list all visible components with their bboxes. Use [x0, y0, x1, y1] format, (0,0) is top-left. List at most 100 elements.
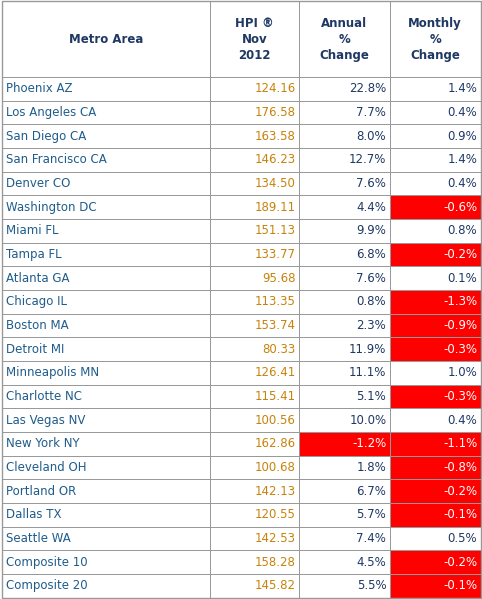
Text: 7.7%: 7.7% — [357, 106, 387, 119]
Bar — [2, 432, 211, 456]
Text: Chicago IL: Chicago IL — [6, 295, 67, 308]
Text: 153.74: 153.74 — [254, 319, 295, 332]
Text: Denver CO: Denver CO — [6, 177, 70, 190]
Text: New York NY: New York NY — [6, 437, 80, 450]
Bar — [390, 77, 481, 101]
Text: Charlotte NC: Charlotte NC — [6, 390, 82, 403]
Bar — [390, 432, 481, 456]
Text: Los Angeles CA: Los Angeles CA — [6, 106, 96, 119]
Bar — [2, 574, 211, 598]
Text: Annual
%
Change: Annual % Change — [320, 17, 369, 62]
Bar — [390, 574, 481, 598]
Text: 22.8%: 22.8% — [349, 82, 387, 95]
Text: 162.86: 162.86 — [254, 437, 295, 450]
Text: 11.1%: 11.1% — [349, 367, 387, 379]
Text: Phoenix AZ: Phoenix AZ — [6, 82, 72, 95]
Bar — [390, 243, 481, 267]
Text: 95.68: 95.68 — [262, 272, 295, 285]
Bar — [211, 574, 299, 598]
Bar — [299, 243, 390, 267]
Text: Tampa FL: Tampa FL — [6, 248, 61, 261]
Bar — [299, 172, 390, 195]
Text: -0.1%: -0.1% — [443, 579, 477, 592]
Bar — [211, 314, 299, 337]
Text: 146.23: 146.23 — [254, 153, 295, 167]
Bar — [211, 148, 299, 172]
Text: 5.7%: 5.7% — [357, 509, 387, 522]
Bar — [299, 385, 390, 409]
Bar — [390, 219, 481, 243]
Bar — [299, 290, 390, 314]
Bar — [390, 550, 481, 574]
Bar — [2, 195, 211, 219]
Bar — [211, 479, 299, 503]
Text: 0.4%: 0.4% — [447, 177, 477, 190]
Bar — [390, 527, 481, 550]
Text: 134.50: 134.50 — [254, 177, 295, 190]
Bar — [2, 409, 211, 432]
Text: -0.8%: -0.8% — [443, 461, 477, 474]
Text: Cleveland OH: Cleveland OH — [6, 461, 86, 474]
Bar — [390, 314, 481, 337]
Bar — [2, 314, 211, 337]
Bar — [299, 456, 390, 479]
Text: 0.4%: 0.4% — [447, 414, 477, 426]
Bar — [299, 409, 390, 432]
Bar — [2, 1, 211, 77]
Bar — [211, 195, 299, 219]
Bar — [2, 267, 211, 290]
Bar — [299, 527, 390, 550]
Text: Seattle WA: Seattle WA — [6, 532, 70, 545]
Bar — [2, 148, 211, 172]
Text: Dallas TX: Dallas TX — [6, 509, 61, 522]
Bar — [390, 337, 481, 361]
Bar — [211, 527, 299, 550]
Bar — [2, 219, 211, 243]
Text: 4.4%: 4.4% — [357, 201, 387, 214]
Text: 6.8%: 6.8% — [357, 248, 387, 261]
Text: 142.53: 142.53 — [254, 532, 295, 545]
Text: 0.9%: 0.9% — [447, 129, 477, 143]
Bar — [390, 290, 481, 314]
Text: -0.3%: -0.3% — [443, 343, 477, 356]
Bar — [390, 550, 481, 574]
Bar — [211, 432, 299, 456]
Text: 7.6%: 7.6% — [357, 177, 387, 190]
Text: 176.58: 176.58 — [254, 106, 295, 119]
Text: 0.8%: 0.8% — [448, 225, 477, 237]
Bar — [211, 361, 299, 385]
Bar — [390, 503, 481, 527]
Text: 1.0%: 1.0% — [447, 367, 477, 379]
Bar — [211, 243, 299, 267]
Bar — [390, 101, 481, 125]
Text: 115.41: 115.41 — [254, 390, 295, 403]
Bar — [211, 77, 299, 101]
Text: 1.4%: 1.4% — [447, 153, 477, 167]
Bar — [2, 337, 211, 361]
Bar — [390, 195, 481, 219]
Bar — [390, 456, 481, 479]
Bar — [299, 125, 390, 148]
Bar — [390, 574, 481, 598]
Bar — [390, 172, 481, 195]
Bar — [211, 550, 299, 574]
Bar — [390, 456, 481, 479]
Text: 142.13: 142.13 — [254, 485, 295, 498]
Text: -0.2%: -0.2% — [443, 556, 477, 569]
Text: Portland OR: Portland OR — [6, 485, 76, 498]
Text: Las Vegas NV: Las Vegas NV — [6, 414, 85, 426]
Text: Composite 10: Composite 10 — [6, 556, 87, 569]
Bar — [299, 1, 390, 77]
Text: 0.1%: 0.1% — [447, 272, 477, 285]
Bar — [299, 337, 390, 361]
Text: Composite 20: Composite 20 — [6, 579, 87, 592]
Bar — [390, 385, 481, 409]
Text: -0.9%: -0.9% — [443, 319, 477, 332]
Text: Washington DC: Washington DC — [6, 201, 96, 214]
Bar — [2, 172, 211, 195]
Bar — [299, 267, 390, 290]
Text: Minneapolis MN: Minneapolis MN — [6, 367, 99, 379]
Bar — [390, 290, 481, 314]
Bar — [299, 432, 390, 456]
Text: 158.28: 158.28 — [254, 556, 295, 569]
